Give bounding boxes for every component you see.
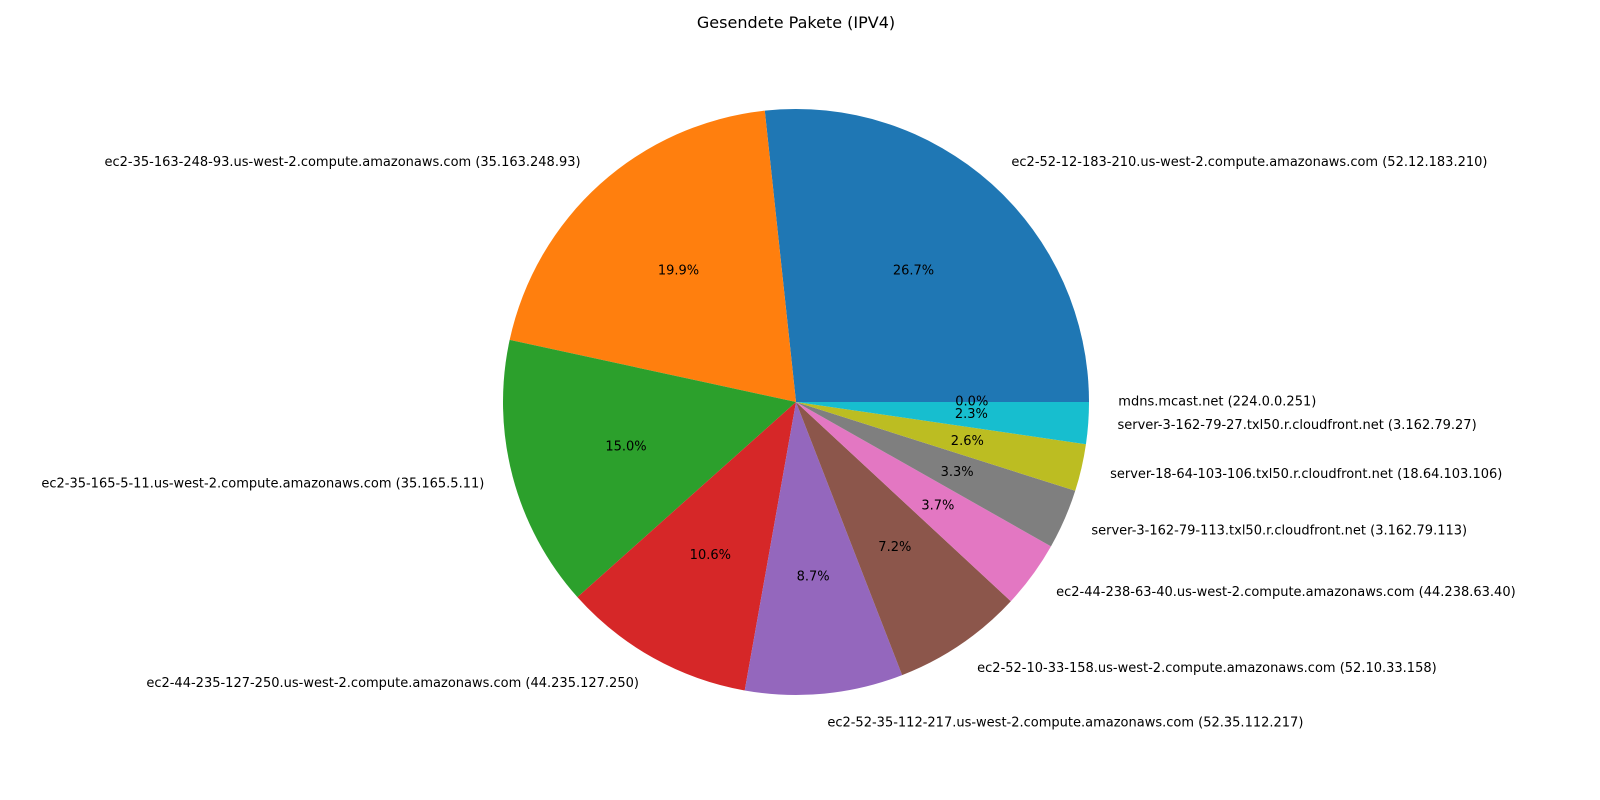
slice-percent-label: 3.3% (941, 465, 974, 480)
chart-title: Gesendete Pakete (IPV4) (697, 13, 895, 32)
slice-label: server-18-64-103-106.txl50.r.cloudfront.… (1110, 467, 1502, 482)
pie-slice (744, 402, 903, 695)
slice-percent-label: 2.6% (951, 434, 984, 449)
slice-percent-label: 19.9% (658, 264, 699, 279)
slice-percent-label: 26.7% (893, 264, 934, 279)
pie-slice (764, 109, 1089, 402)
percent-labels: 26.7% 19.9% 15.0% 10.6% 8.7% 7.2% 3.7% 3.3% 2.6%… (605, 264, 988, 585)
slice-percent-label: 2.3% (955, 407, 988, 422)
slice-label: mdns.mcast.net (224.0.0.251) (1118, 395, 1316, 410)
slice-percent-label: 8.7% (797, 569, 830, 584)
slice-percent-label: 15.0% (605, 439, 646, 454)
pie-slices (502, 109, 1089, 695)
slice-label: ec2-35-163-248-93.us-west-2.compute.amaz… (105, 155, 581, 170)
pie-slice (796, 402, 1076, 547)
pie-slice (796, 402, 1086, 491)
pie-slice (796, 402, 1011, 676)
slice-labels: ec2-52-12-183-210.us-west-2.compute.amaz… (41, 155, 1515, 731)
slice-label: ec2-52-10-33-158.us-west-2.compute.amazo… (977, 661, 1437, 676)
slice-label: ec2-35-165-5-11.us-west-2.compute.amazon… (41, 477, 484, 492)
slice-label: ec2-44-238-63-40.us-west-2.compute.amazo… (1056, 585, 1516, 600)
slice-percent-label: 10.6% (690, 548, 731, 563)
pie-slice (577, 402, 796, 691)
slice-percent-label: 7.2% (878, 540, 911, 555)
slice-label: server-3-162-79-113.txl50.r.cloudfront.n… (1091, 523, 1467, 538)
pie-slice (502, 339, 796, 598)
slice-percent-label: 3.7% (921, 498, 954, 513)
slice-label: server-3-162-79-27.txl50.r.cloudfront.ne… (1117, 418, 1476, 433)
pie-slice (796, 402, 1089, 445)
pie-slice (796, 402, 1051, 602)
slice-percent-label: 0.0% (955, 395, 988, 410)
slice-label: ec2-52-12-183-210.us-west-2.compute.amaz… (1011, 155, 1487, 170)
slice-label: ec2-44-235-127-250.us-west-2.compute.ama… (146, 676, 639, 691)
pie-slice (509, 110, 796, 403)
slice-label: ec2-52-35-112-217.us-west-2.compute.amaz… (827, 715, 1303, 730)
